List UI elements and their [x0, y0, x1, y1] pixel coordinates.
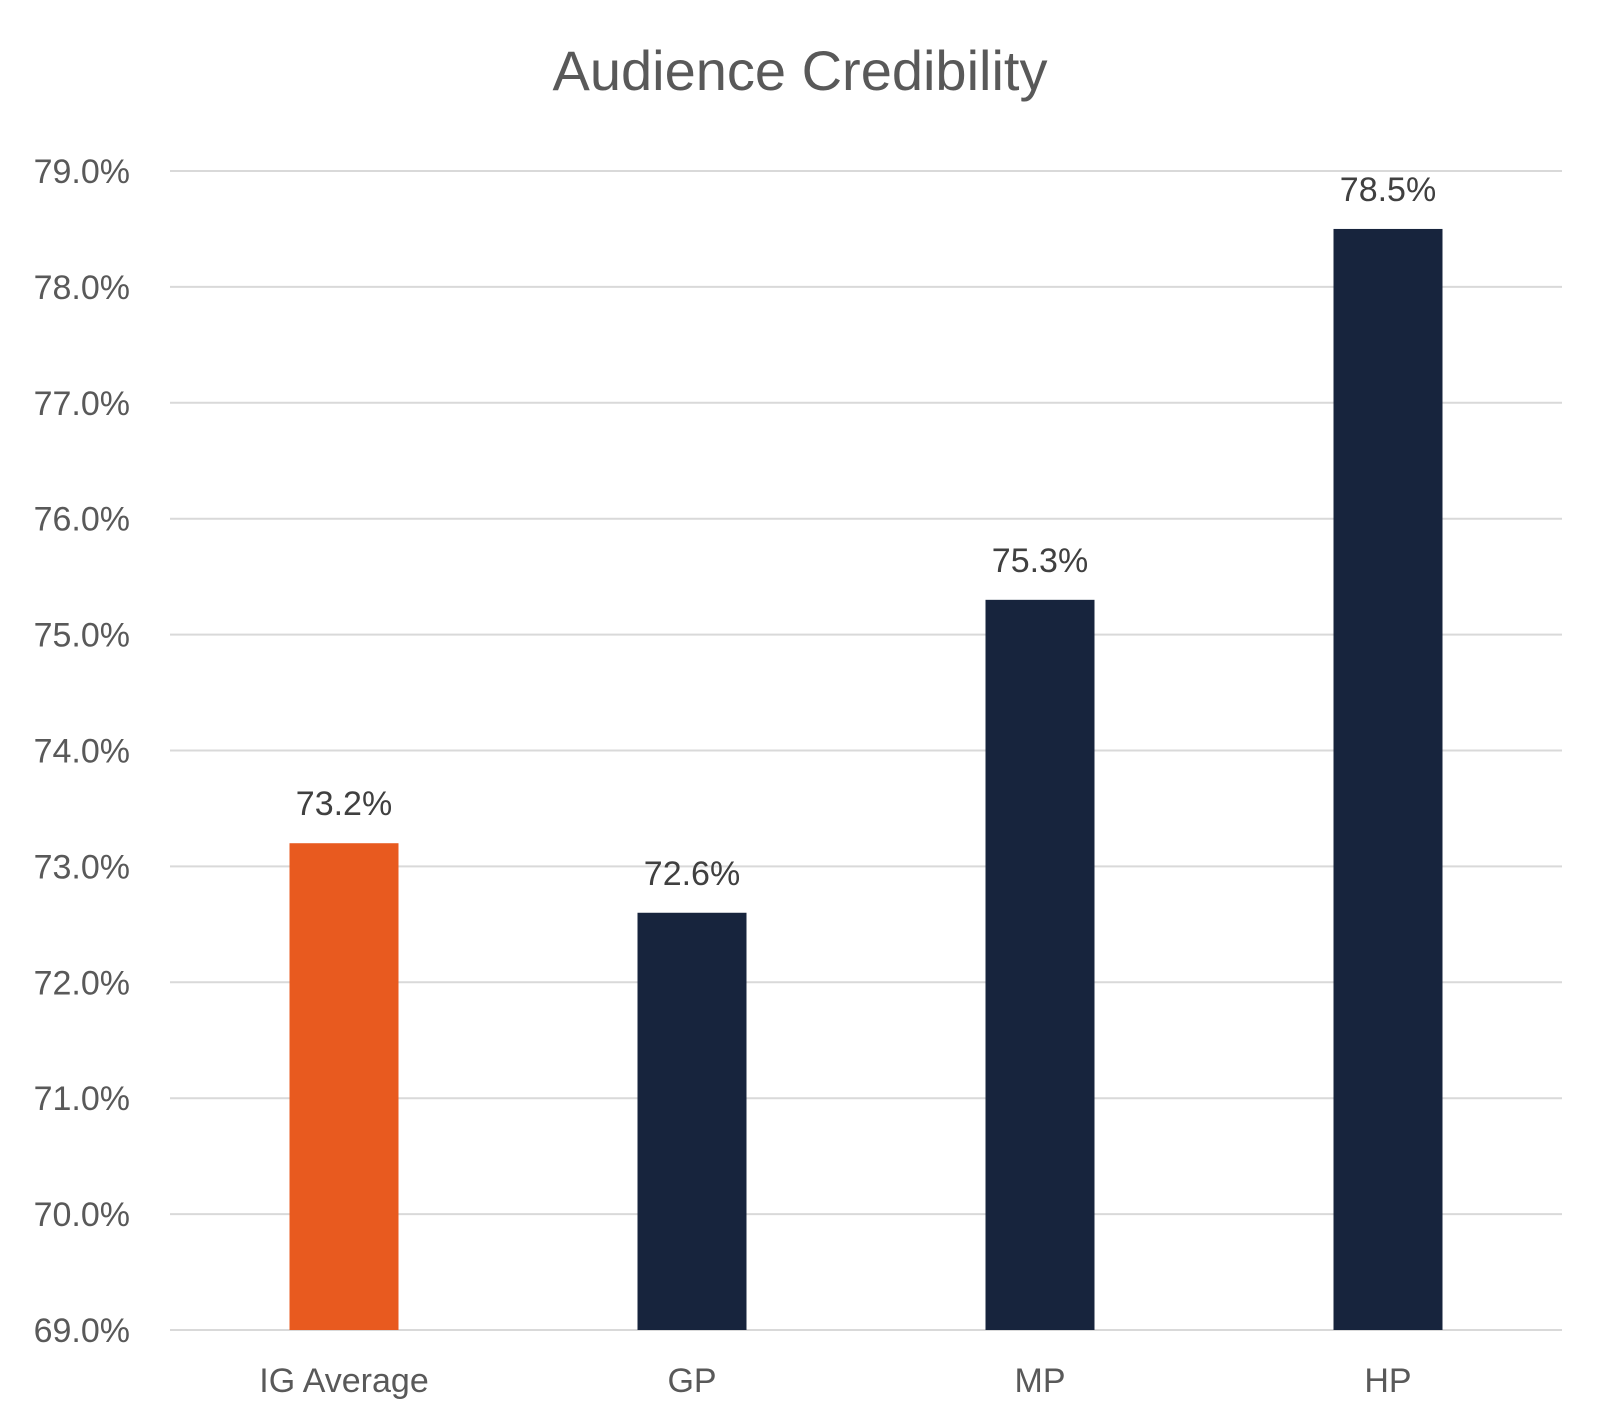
bar — [289, 843, 399, 1330]
y-tick-label: 70.0% — [34, 1196, 130, 1234]
y-tick-label: 78.0% — [34, 269, 130, 307]
y-tick-label: 72.0% — [34, 964, 130, 1002]
y-tick-label: 75.0% — [34, 617, 130, 655]
y-tick-label: 71.0% — [34, 1080, 130, 1118]
y-tick-label: 77.0% — [34, 385, 130, 423]
y-axis-ticks: 69.0% 70.0% 71.0% 72.0% 73.0% 74.0% 75.0% 76.0%… — [34, 153, 130, 1350]
bars — [289, 228, 1443, 1331]
category-label: IG Average — [259, 1362, 429, 1400]
bar — [985, 599, 1095, 1330]
category-label: HP — [1364, 1362, 1411, 1400]
data-label: 78.5% — [1340, 171, 1436, 209]
y-tick-label: 74.0% — [34, 733, 130, 771]
chart-title: Audience Credibility — [552, 39, 1048, 102]
y-tick-label: 79.0% — [34, 153, 130, 191]
category-label: MP — [1015, 1362, 1066, 1400]
data-label: 75.3% — [992, 542, 1088, 580]
bar — [1333, 228, 1443, 1331]
data-label: 72.6% — [644, 855, 740, 893]
category-label: GP — [667, 1362, 716, 1400]
x-axis-labels: IG Average GP MP HP — [259, 1362, 1411, 1400]
gridlines — [170, 170, 1562, 1331]
y-tick-label: 69.0% — [34, 1312, 130, 1350]
y-tick-label: 73.0% — [34, 848, 130, 886]
data-labels: 73.2% 72.6% 75.3% 78.5% — [296, 171, 1436, 893]
bar — [637, 912, 747, 1330]
y-tick-label: 76.0% — [34, 501, 130, 539]
data-label: 73.2% — [296, 785, 392, 823]
